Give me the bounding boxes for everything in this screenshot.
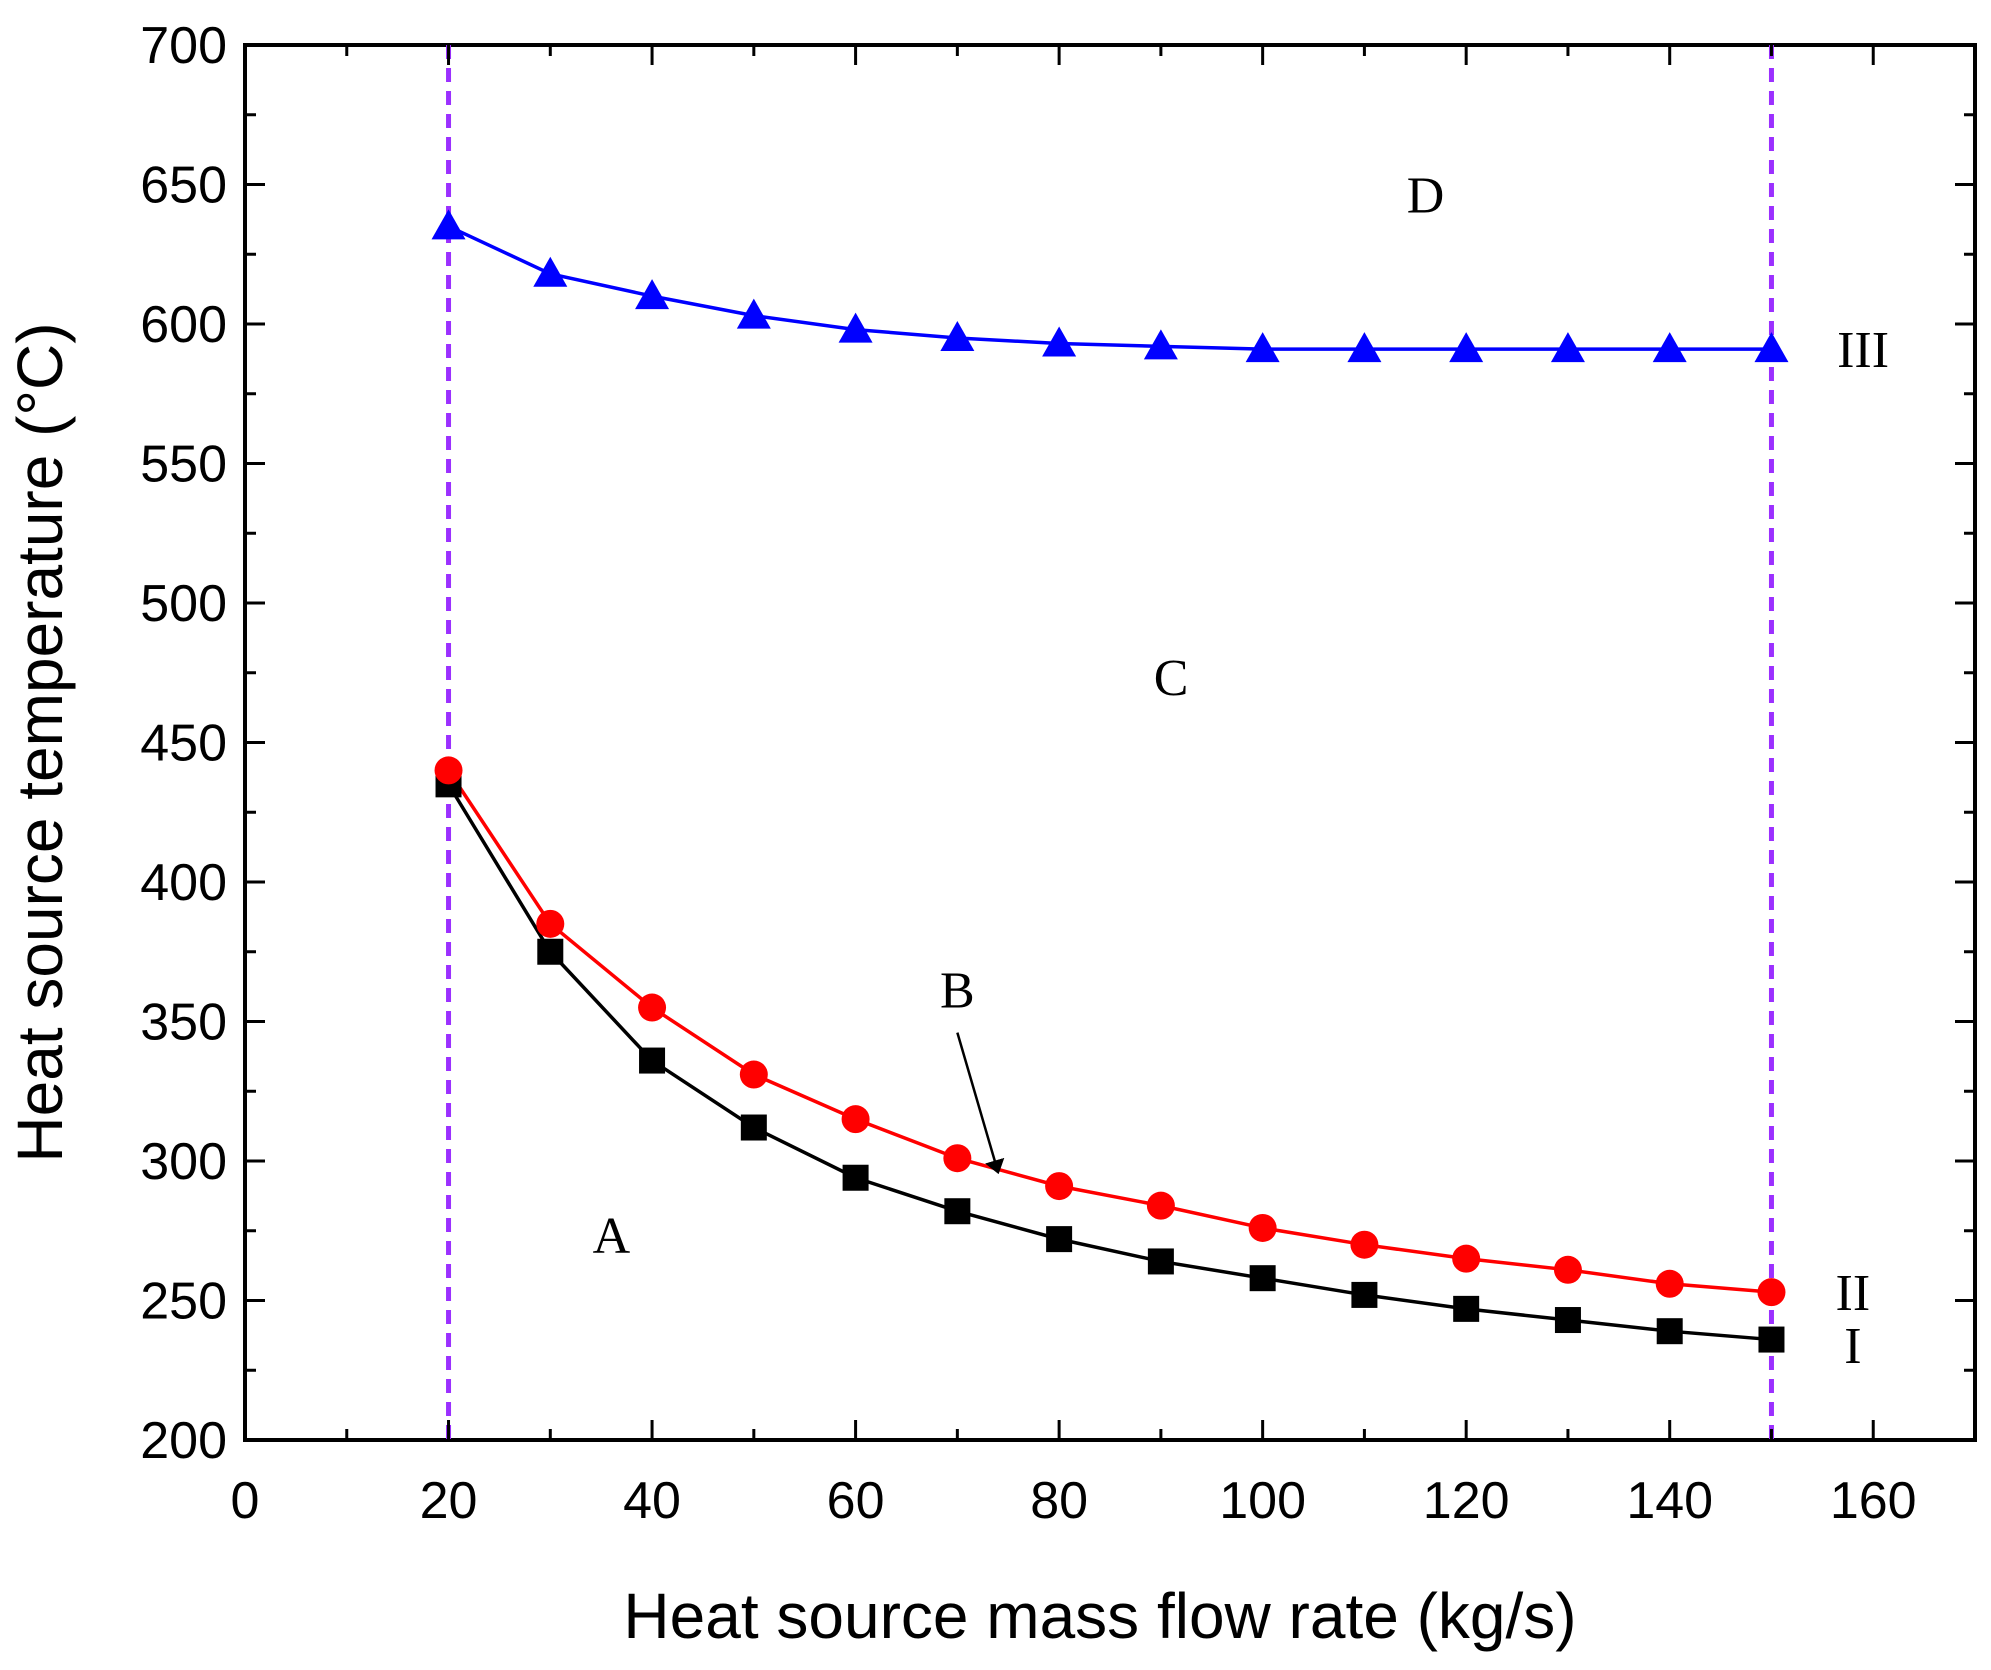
series-label-II: II [1836, 1265, 1871, 1322]
x-tick-label: 140 [1626, 1472, 1713, 1530]
y-tick-label: 600 [140, 296, 227, 354]
series-II-point [1757, 1278, 1786, 1307]
y-tick-label: 650 [140, 157, 227, 215]
series-II-point [841, 1105, 870, 1134]
x-tick-label: 100 [1219, 1472, 1306, 1530]
series-III-point [533, 256, 568, 287]
x-tick-label: 0 [231, 1472, 260, 1530]
series-III-point [635, 279, 670, 310]
y-axis-title: Heat source temperature (°C) [4, 322, 76, 1162]
series-III-point [838, 312, 873, 343]
series-I-point [1554, 1307, 1581, 1334]
y-tick-label: 300 [140, 1133, 227, 1191]
series-I-point [842, 1164, 869, 1191]
series-II-point [1350, 1230, 1379, 1259]
series-III-point [1449, 332, 1484, 363]
series-II-point [536, 909, 565, 938]
y-tick-label: 350 [140, 994, 227, 1052]
series-III-point [1042, 326, 1077, 357]
series-II-point [943, 1144, 972, 1173]
series-III-point [1652, 332, 1687, 363]
series-I-point [1147, 1248, 1174, 1275]
x-tick-label: 60 [827, 1472, 885, 1530]
series-II-line [447, 769, 1772, 1294]
series-II-point [1553, 1255, 1582, 1284]
x-axis-title: Heat source mass flow rate (kg/s) [623, 1580, 1576, 1652]
series-label-I: I [1844, 1318, 1861, 1375]
x-tick-label: 160 [1830, 1472, 1917, 1530]
series-II-point [1045, 1172, 1074, 1201]
y-tick-label: 500 [140, 575, 227, 633]
series-III-point [1245, 332, 1280, 363]
series-III-point [940, 320, 975, 351]
series-I-point [1656, 1318, 1683, 1345]
region-label-A: A [593, 1208, 631, 1265]
series-II-point [739, 1060, 768, 1089]
y-tick-label: 250 [140, 1273, 227, 1331]
series-III-line [447, 224, 1772, 351]
series-II-point [1452, 1244, 1481, 1273]
series-I-point [1758, 1326, 1785, 1353]
series-III-point [736, 298, 771, 329]
y-tick-label: 550 [140, 436, 227, 494]
series-I-point [944, 1198, 971, 1225]
y-tick-label: 200 [140, 1412, 227, 1470]
series-II-point [1655, 1269, 1684, 1298]
region-label-B: B [940, 963, 975, 1020]
x-tick-label: 120 [1423, 1472, 1510, 1530]
series-I-line [447, 783, 1772, 1342]
series-II-point [1146, 1191, 1175, 1220]
series-III-point [1347, 332, 1382, 363]
series-I-point [639, 1047, 666, 1074]
series-I-point [740, 1114, 767, 1141]
series-I-point [537, 938, 564, 965]
series-I-point [1249, 1265, 1276, 1292]
x-tick-label: 40 [623, 1472, 681, 1530]
series-III-point [1754, 332, 1789, 363]
plot-area [243, 43, 1977, 1442]
y-tick-label: 400 [140, 854, 227, 912]
x-tick-label: 80 [1030, 1472, 1088, 1530]
series-III-point [431, 209, 466, 240]
series-label-III: III [1837, 322, 1889, 379]
annotation-arrow [956, 1032, 1005, 1175]
series-III-point [1143, 329, 1178, 360]
region-label-C: C [1154, 650, 1189, 707]
region-label-D: D [1407, 167, 1445, 224]
x-tick-label: 20 [420, 1472, 478, 1530]
series-I-point [1046, 1226, 1073, 1253]
series-II-point [1248, 1213, 1277, 1242]
series-II-point [638, 993, 667, 1022]
series-II-point [434, 756, 463, 785]
y-tick-label: 700 [140, 17, 227, 75]
series-I-point [1351, 1281, 1378, 1308]
series-III-point [1550, 332, 1585, 363]
series-I-point [1453, 1295, 1480, 1322]
y-tick-label: 450 [140, 715, 227, 773]
